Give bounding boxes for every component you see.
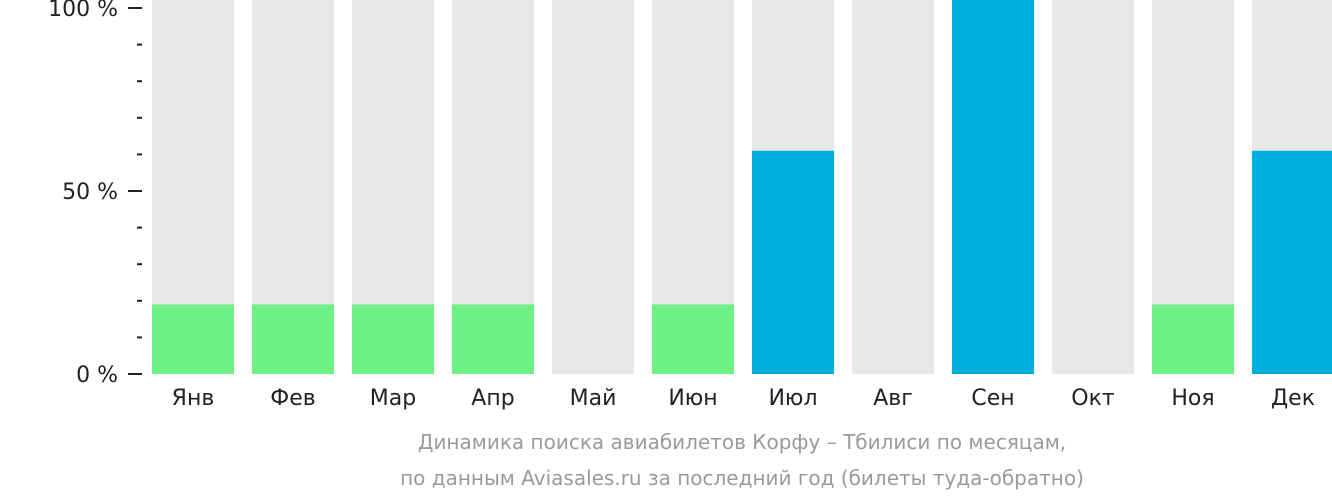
x-tick-label-6: Июн bbox=[668, 386, 717, 411]
bar-9 bbox=[952, 0, 1034, 374]
y-tick-label-2: 50 % bbox=[62, 180, 118, 205]
bar-12 bbox=[1252, 150, 1332, 374]
x-tick-label-7: Июл bbox=[768, 386, 817, 411]
x-tick-label-1: Янв bbox=[172, 386, 215, 411]
bar-2 bbox=[252, 304, 334, 374]
x-tick-label-10: Окт bbox=[1071, 386, 1115, 411]
chart-caption-line-2: по данным Aviasales.ru за последний год … bbox=[400, 466, 1084, 490]
bar-track-5 bbox=[552, 0, 634, 374]
bar-4 bbox=[452, 304, 534, 374]
x-tick-label-2: Фев bbox=[270, 386, 315, 411]
x-tick-label-11: Ноя bbox=[1171, 386, 1214, 411]
bar-chart: Янв Фев Мар Апр Май Июн Июл Авг Сен Окт Ноя Дек 0 % 5… bbox=[48, 0, 1332, 411]
x-tick-label-12: Дек bbox=[1271, 386, 1315, 411]
bar-7 bbox=[752, 150, 834, 374]
bar-3 bbox=[352, 304, 434, 374]
y-tick-label-1: 0 % bbox=[76, 363, 118, 388]
x-tick-label-9: Сен bbox=[971, 386, 1014, 411]
bar-track-10 bbox=[1052, 0, 1134, 374]
x-tick-label-4: Апр bbox=[471, 386, 514, 411]
x-tick-label-5: Май bbox=[570, 386, 617, 411]
x-tick-label-8: Авг bbox=[873, 386, 913, 411]
y-tick-label-3: 100 % bbox=[48, 0, 118, 22]
bar-1 bbox=[152, 304, 234, 374]
bar-6 bbox=[652, 304, 734, 374]
bar-11 bbox=[1152, 304, 1234, 374]
x-tick-label-3: Мар bbox=[370, 386, 416, 411]
chart-caption-line-1: Динамика поиска авиабилетов Корфу – Тбил… bbox=[417, 430, 1067, 454]
bar-track-8 bbox=[852, 0, 934, 374]
